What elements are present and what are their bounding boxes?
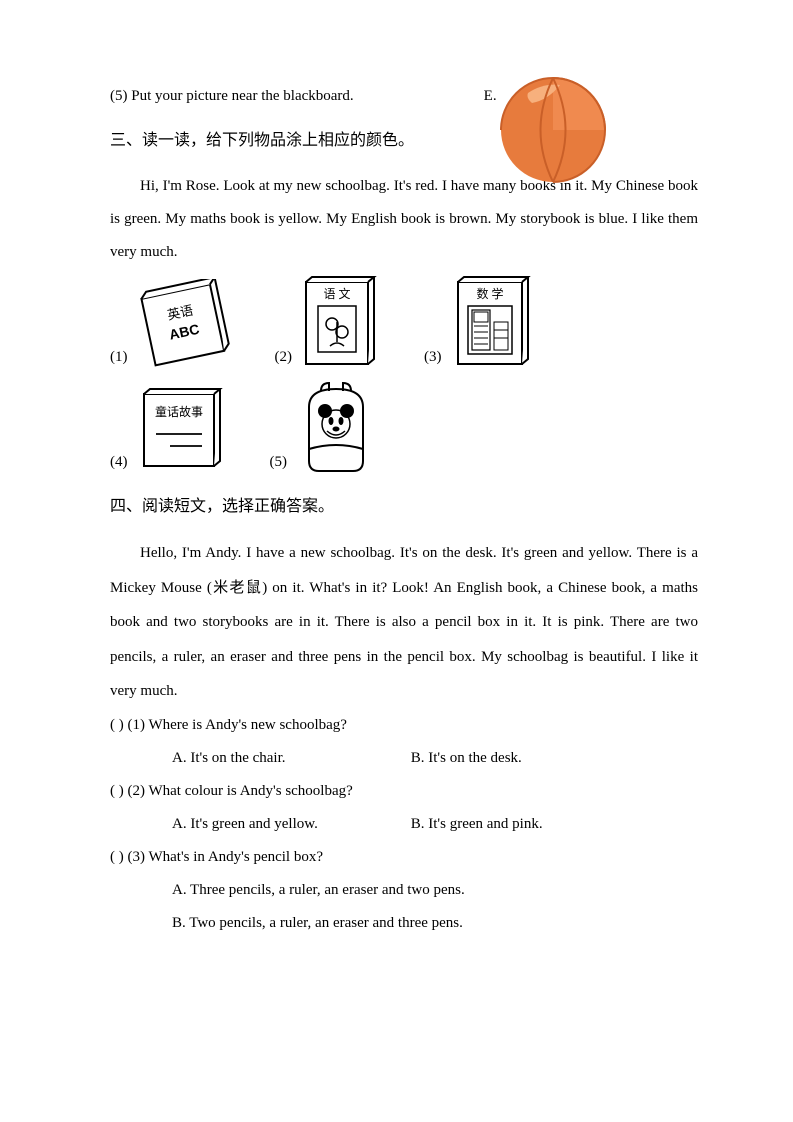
svg-text:语 文: 语 文: [323, 286, 350, 301]
book-item-3: (3) 数 学: [424, 274, 539, 374]
q4-2-stem: ( ) (2) What colour is Andy's schoolbag?: [110, 775, 698, 808]
book-num: (2): [275, 341, 293, 374]
section4-title: 四、阅读短文，选择正确答案。: [110, 489, 698, 524]
svg-text:数 学: 数 学: [476, 286, 503, 301]
ball-image: [498, 75, 608, 185]
book-item-2: (2) 语 文: [275, 274, 385, 374]
english-book-icon: 英语 ABC: [130, 279, 235, 374]
q4-3-stem: ( ) (3) What's in Andy's pencil box?: [110, 841, 698, 874]
book-num: (1): [110, 341, 128, 374]
q5-text: (5) Put your picture near the blackboard…: [110, 80, 354, 113]
q4-2-b: B. It's green and pink.: [411, 816, 543, 832]
section3-passage: Hi, I'm Rose. Look at my new schoolbag. …: [110, 170, 698, 269]
book-num: (4): [110, 446, 128, 479]
q4-2-a: A. It's green and yellow.: [172, 808, 407, 841]
q4-1-b: B. It's on the desk.: [411, 750, 522, 766]
chinese-book-icon: 语 文: [294, 274, 384, 374]
section4-passage: Hello, I'm Andy. I have a new schoolbag.…: [110, 536, 698, 709]
storybook-icon: 童话故事: [130, 384, 230, 479]
q4-1-opts: A. It's on the chair. B. It's on the des…: [110, 742, 698, 775]
q4-1-stem: ( ) (1) Where is Andy's new schoolbag?: [110, 709, 698, 742]
svg-text:童话故事: 童话故事: [154, 404, 202, 419]
q5-letter: E.: [484, 80, 497, 113]
book-item-5: (5): [270, 379, 385, 479]
book-row-2: (4) 童话故事 (5): [110, 379, 698, 479]
q4-2-opts: A. It's green and yellow. B. It's green …: [110, 808, 698, 841]
q4-1-a: A. It's on the chair.: [172, 742, 407, 775]
q4-3-opts: A. Three pencils, a ruler, an eraser and…: [110, 874, 698, 907]
book-num: (5): [270, 446, 288, 479]
q4-3-opts-b: B. Two pencils, a ruler, an eraser and t…: [110, 907, 698, 940]
section3-title: 三、读一读，给下列物品涂上相应的颜色。: [110, 123, 698, 158]
q4-3-a: A. Three pencils, a ruler, an eraser and…: [172, 882, 465, 898]
book-item-1: (1) 英语 ABC: [110, 279, 235, 374]
q4-3-b: B. Two pencils, a ruler, an eraser and t…: [172, 915, 463, 931]
book-row-1: (1) 英语 ABC (2) 语 文: [110, 274, 698, 374]
book-item-4: (4) 童话故事: [110, 384, 230, 479]
maths-book-icon: 数 学: [444, 274, 539, 374]
book-num: (3): [424, 341, 442, 374]
backpack-icon: [289, 379, 384, 479]
